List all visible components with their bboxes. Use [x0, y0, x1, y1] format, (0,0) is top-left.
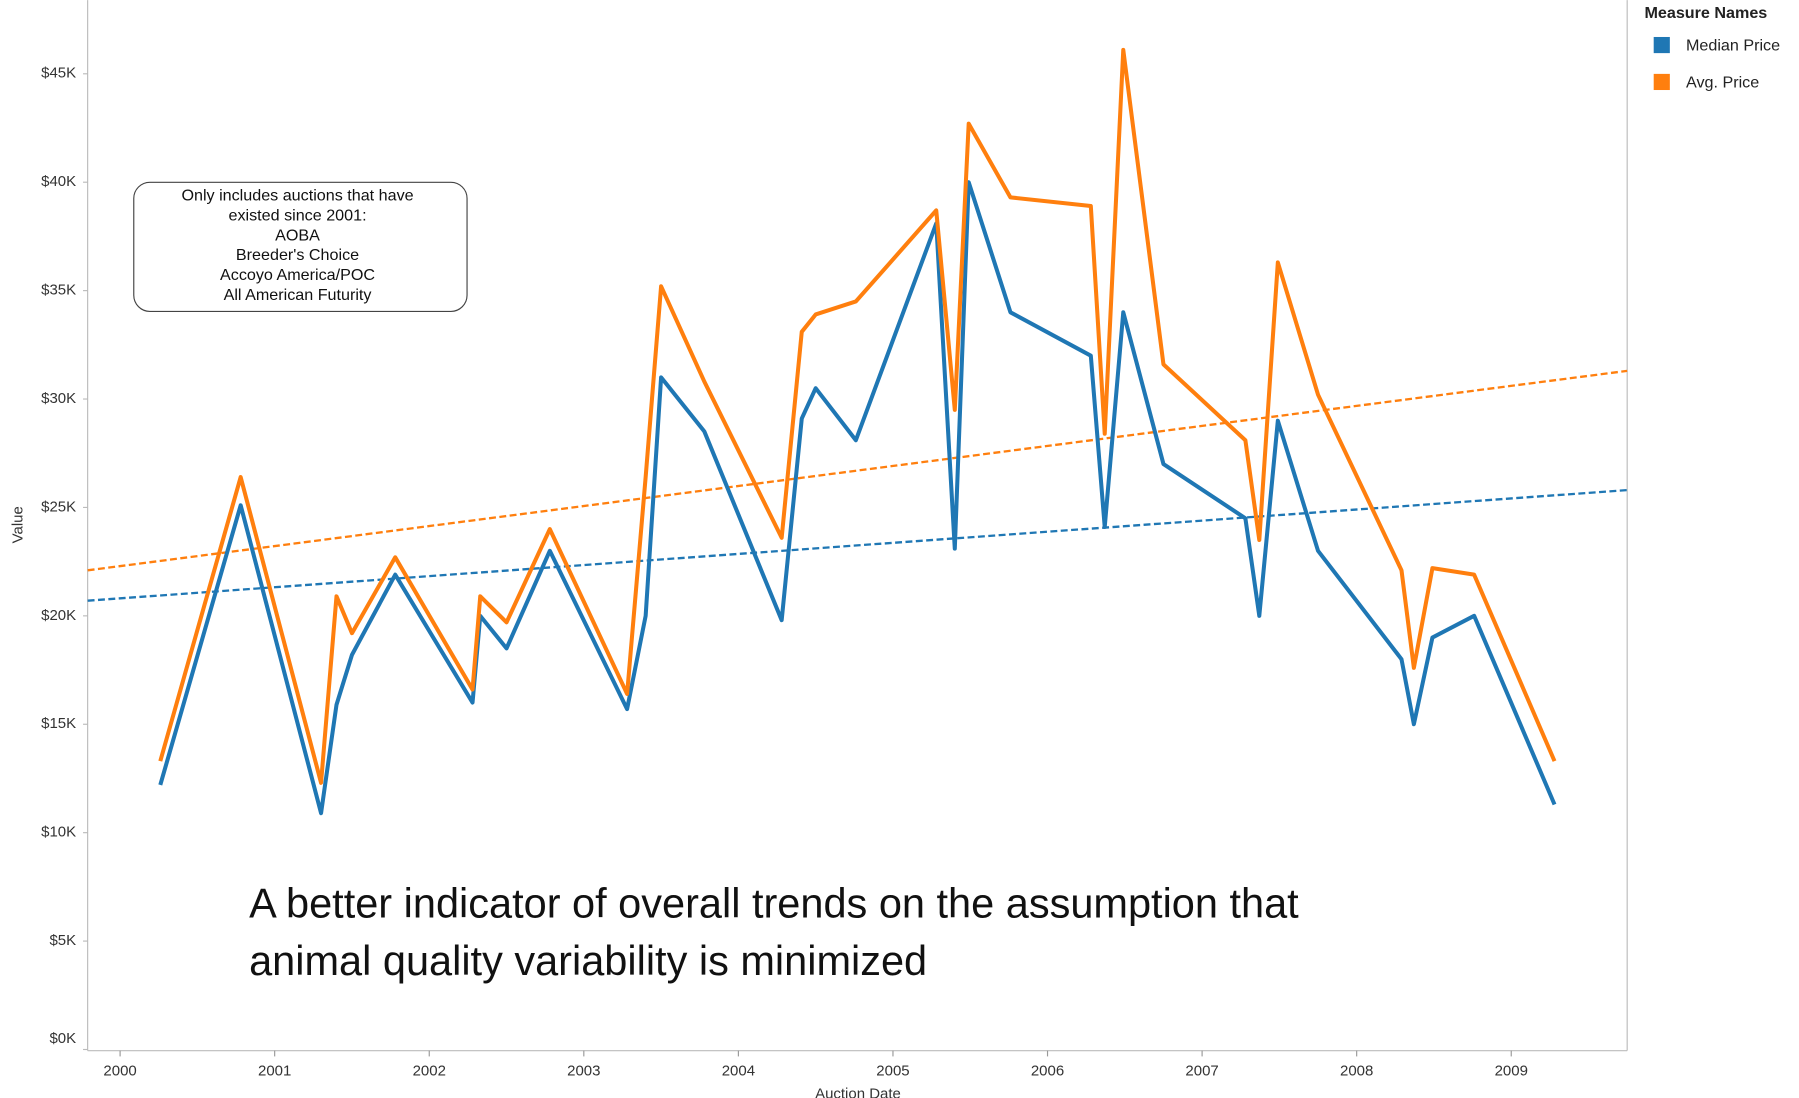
y-tick-label: $20K: [41, 607, 76, 624]
y-tick-label: $15K: [41, 715, 76, 732]
series-line: [158, 47, 1557, 785]
x-tick-label: 2000: [103, 1062, 136, 1079]
legend-label: Avg. Price: [1686, 73, 1759, 91]
y-tick-label: $0K: [49, 1030, 76, 1047]
y-tick-label: $25K: [41, 498, 76, 515]
x-tick-label: 2002: [413, 1062, 446, 1079]
x-tick-label: 2008: [1340, 1062, 1373, 1079]
annotation-text: Breeder's Choice: [236, 246, 359, 264]
annotation-text: Accoyo America/POC: [220, 266, 375, 284]
y-tick-label: $40K: [41, 173, 76, 190]
x-tick-label: 2003: [567, 1062, 600, 1079]
x-tick-label: 2001: [258, 1062, 291, 1079]
y-tick-label: $10K: [41, 824, 76, 841]
x-tick-label: 2004: [722, 1062, 755, 1079]
trend-line: [87, 488, 1628, 602]
legend-swatch: [1653, 73, 1670, 91]
y-tick-label: $5K: [49, 932, 76, 949]
y-tick-label: $35K: [41, 282, 76, 299]
legend-title: Measure Names: [1644, 4, 1767, 22]
annotation-text: All American Futurity: [224, 286, 373, 304]
annotation-text: AOBA: [275, 226, 320, 244]
y-tick-label: $45K: [41, 65, 76, 82]
series-line: [158, 180, 1557, 816]
annotation-box: [133, 181, 468, 313]
x-tick-label: 2009: [1495, 1062, 1528, 1079]
y-tick-label: $30K: [41, 390, 76, 407]
x-tick-label: 2006: [1031, 1062, 1064, 1079]
trend-line: [87, 369, 1628, 572]
legend-swatch: [1653, 36, 1670, 54]
annotation-text: Only includes auctions that have: [181, 186, 413, 204]
annotation-text: existed since 2001:: [229, 206, 367, 224]
legend-label: Median Price: [1686, 36, 1780, 54]
caption: A better indicator of overall trends on …: [249, 879, 1299, 926]
y-axis-label: Value: [9, 506, 26, 543]
x-axis-label: Auction Date: [815, 1085, 901, 1098]
x-tick-label: 2005: [876, 1062, 909, 1079]
x-tick-label: 2007: [1185, 1062, 1218, 1079]
caption: animal quality variability is minimized: [249, 937, 927, 984]
